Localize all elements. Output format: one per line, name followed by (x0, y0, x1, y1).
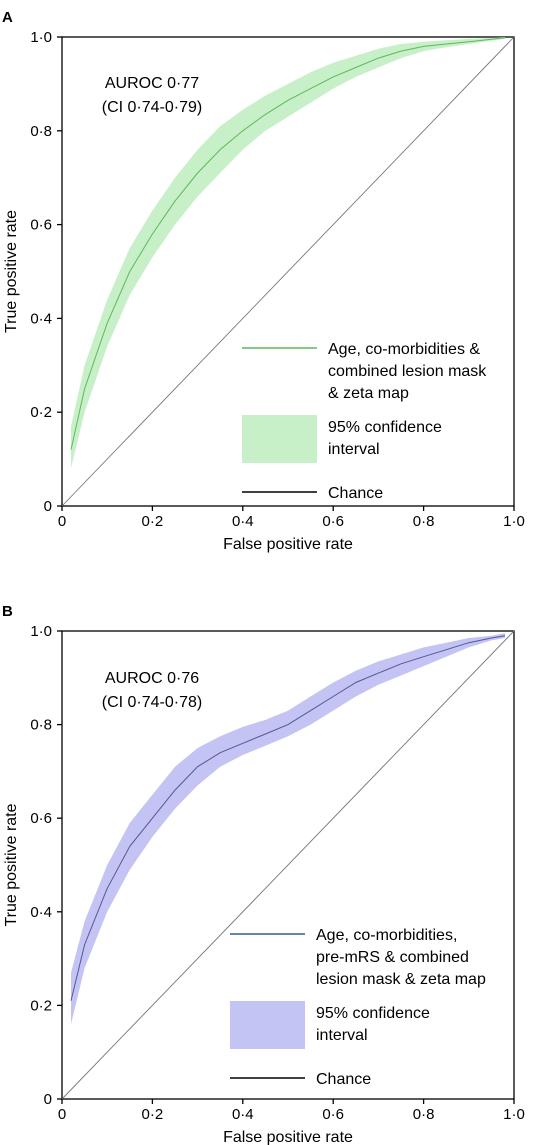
panel-b-plot-frame (61, 630, 515, 1100)
panel-b-y-tick-label: 0·8 (30, 717, 52, 734)
panel-b-y-tick-label: 1·0 (30, 623, 52, 640)
panel-a-legend-band-label: 95% confidence (328, 419, 442, 436)
panel-a-x-tick-label: 0·4 (232, 513, 254, 530)
panel-b-y-tick-label: 0 (44, 1091, 52, 1108)
panel-b-legend-curve-label: pre-mRS & combined (316, 949, 469, 966)
panel-b-x-axis-label: False positive rate (223, 1129, 353, 1145)
panel-b-y-tick-label: 0·2 (30, 997, 52, 1014)
panel-a-y-tick-label: 0·8 (30, 123, 52, 140)
panel-a-legend-curve-label: Age, co-morbidities & (328, 341, 480, 358)
panel-b-legend-band-label: interval (316, 1027, 368, 1044)
panel-a-y-tick-label: 0·4 (30, 310, 52, 327)
panel-a-chance-line (61, 36, 515, 507)
panel-a-legend-chance-label: Chance (328, 485, 383, 502)
panel-a-legend-band-label: interval (328, 441, 380, 458)
panel-a-legend-band-swatch (242, 415, 317, 463)
panel-a-letter: A (2, 9, 13, 26)
panel-b-roc-curve (70, 635, 506, 1001)
panel-a-x-tick-label: 0·6 (322, 513, 344, 530)
panel-a-legend-curve-label: & zeta map (328, 385, 409, 402)
panel-a-roc-curve (70, 37, 506, 450)
panel-b-y-tick-label: 0·4 (30, 904, 52, 921)
panel-b-letter: B (2, 603, 13, 620)
panel-b-y-axis-label: True positive rate (3, 803, 20, 926)
panel-b-legend-band-swatch (230, 1001, 305, 1049)
panel-b-legend-curve-label: Age, co-morbidities, (316, 927, 457, 944)
panel-a-y-tick-label: 0·2 (30, 404, 52, 421)
panel-b-chance-line (61, 630, 515, 1100)
panel-b-x-tick-label: 0·8 (413, 1106, 435, 1123)
panel-a-x-axis-label: False positive rate (223, 536, 353, 553)
panel-b-auroc-annotation: AUROC 0·76 (105, 670, 199, 687)
panel-b-x-tick-label: 0·6 (322, 1106, 344, 1123)
panel-a-y-tick-label: 1·0 (30, 29, 52, 46)
panel-b-x-tick-label: 1·0 (503, 1106, 525, 1123)
panel-a-plot-frame (61, 36, 515, 507)
panel-b-confidence-band (71, 633, 505, 1025)
panel-a-x-tick-label: 1·0 (503, 513, 525, 530)
panel-b-legend-curve-label: lesion mask & zeta map (316, 971, 486, 988)
panel-b-legend-band-label: 95% confidence (316, 1005, 430, 1022)
panel-a-legend-curve-label: combined lesion mask (328, 363, 487, 380)
panel-b-x-tick-label: 0 (58, 1106, 66, 1123)
panel-a-x-tick-label: 0·8 (413, 513, 435, 530)
panel-a-y-tick-label: 0·6 (30, 217, 52, 234)
panel-a-auroc-annotation: (CI 0·74-0·79) (102, 99, 202, 116)
panel-a-auroc-annotation: AUROC 0·77 (105, 75, 199, 92)
panel-a-x-tick-label: 0·2 (142, 513, 164, 530)
panel-b-x-tick-label: 0·4 (232, 1106, 254, 1123)
panel-b-y-tick-label: 0·6 (30, 810, 52, 827)
panel-b-x-tick-label: 0·2 (142, 1106, 164, 1123)
panel-a-y-axis-label: True positive rate (3, 210, 20, 333)
panel-a-y-tick-label: 0 (44, 498, 52, 515)
panel-b-legend-chance-label: Chance (316, 1071, 371, 1088)
panel-a-x-tick-label: 0 (58, 513, 66, 530)
panel-b-auroc-annotation: (CI 0·74-0·78) (102, 694, 202, 711)
